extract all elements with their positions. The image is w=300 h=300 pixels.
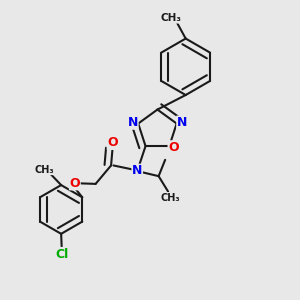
- Text: CH₃: CH₃: [161, 13, 182, 23]
- Text: N: N: [132, 164, 142, 177]
- Text: O: O: [168, 141, 179, 154]
- Text: N: N: [177, 116, 187, 129]
- Text: Cl: Cl: [55, 248, 68, 260]
- Text: O: O: [70, 177, 80, 190]
- Text: N: N: [128, 116, 138, 129]
- Text: O: O: [107, 136, 118, 149]
- Text: CH₃: CH₃: [161, 193, 180, 202]
- Text: CH₃: CH₃: [34, 165, 54, 175]
